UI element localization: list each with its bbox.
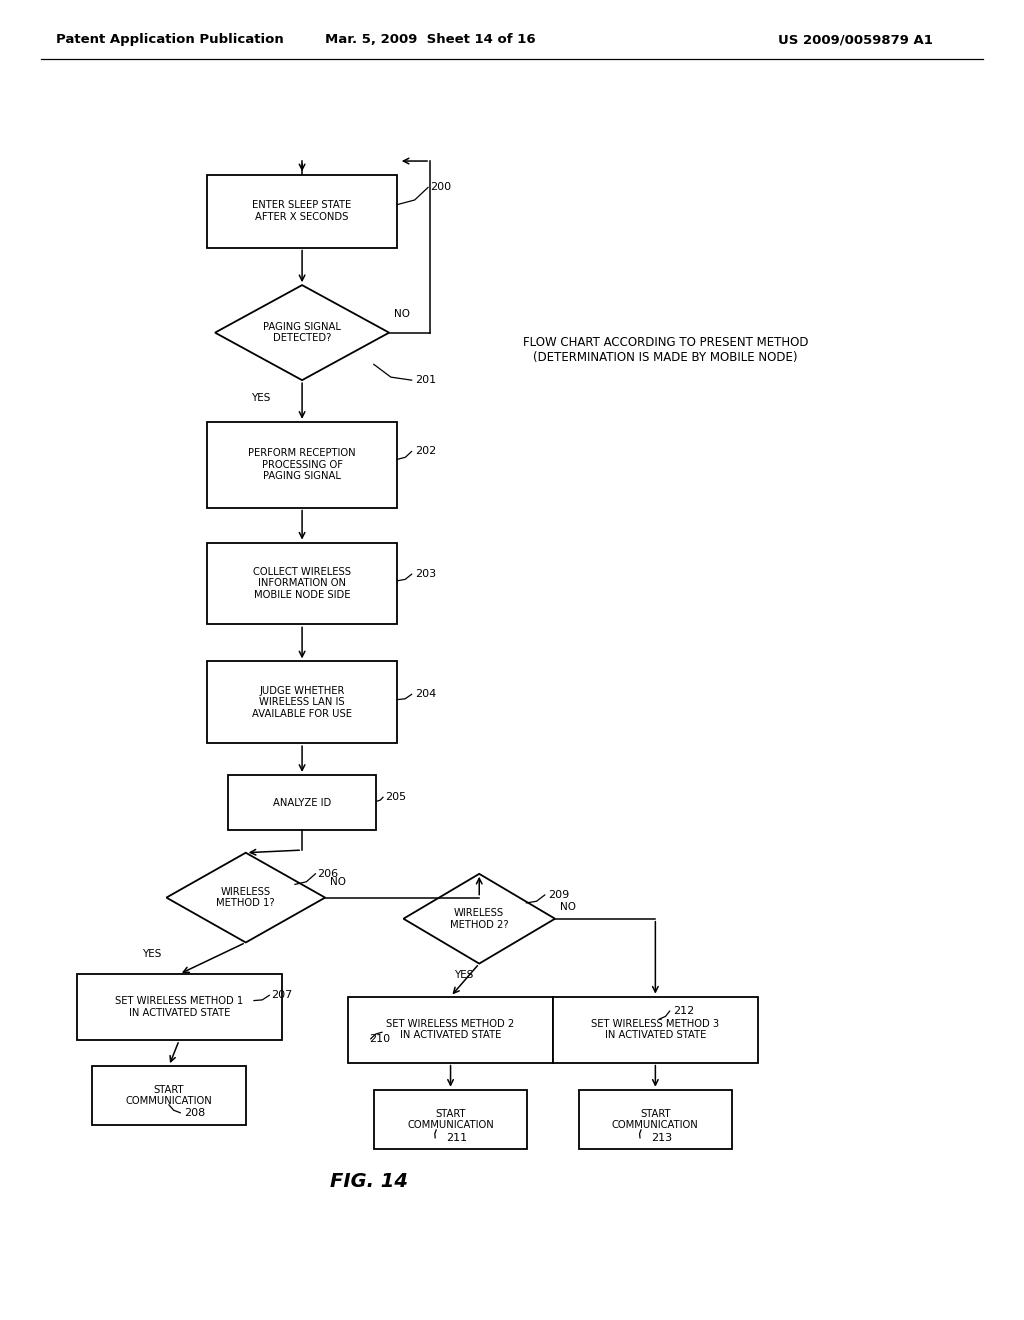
Text: SET WIRELESS METHOD 3
IN ACTIVATED STATE: SET WIRELESS METHOD 3 IN ACTIVATED STATE <box>591 1019 720 1040</box>
Polygon shape <box>403 874 555 964</box>
Bar <box>207 421 396 507</box>
Text: 212: 212 <box>673 1006 694 1016</box>
Text: FLOW CHART ACCORDING TO PRESENT METHOD
(DETERMINATION IS MADE BY MOBILE NODE): FLOW CHART ACCORDING TO PRESENT METHOD (… <box>523 335 808 364</box>
Text: JUDGE WHETHER
WIRELESS LAN IS
AVAILABLE FOR USE: JUDGE WHETHER WIRELESS LAN IS AVAILABLE … <box>252 685 352 719</box>
Text: START
COMMUNICATION: START COMMUNICATION <box>408 1109 494 1130</box>
Text: YES: YES <box>142 949 161 960</box>
Text: COLLECT WIRELESS
INFORMATION ON
MOBILE NODE SIDE: COLLECT WIRELESS INFORMATION ON MOBILE N… <box>253 566 351 601</box>
Text: US 2009/0059879 A1: US 2009/0059879 A1 <box>778 33 933 46</box>
Text: WIRELESS
METHOD 1?: WIRELESS METHOD 1? <box>216 887 275 908</box>
Text: WIRELESS
METHOD 2?: WIRELESS METHOD 2? <box>450 908 509 929</box>
Text: Patent Application Publication: Patent Application Publication <box>56 33 284 46</box>
Text: FIG. 14: FIG. 14 <box>330 1172 408 1191</box>
Text: 200: 200 <box>430 182 452 193</box>
Bar <box>579 1090 732 1148</box>
Text: NO: NO <box>560 902 577 912</box>
Text: YES: YES <box>455 970 473 981</box>
Bar <box>207 661 396 743</box>
Bar <box>207 174 396 248</box>
Text: START
COMMUNICATION: START COMMUNICATION <box>126 1085 212 1106</box>
Bar <box>207 543 396 624</box>
Text: 204: 204 <box>415 689 436 700</box>
Text: 206: 206 <box>317 869 339 879</box>
Polygon shape <box>166 853 326 942</box>
Bar <box>553 997 758 1063</box>
Bar <box>77 974 282 1040</box>
Text: ANALYZE ID: ANALYZE ID <box>273 797 331 808</box>
Text: SET WIRELESS METHOD 2
IN ACTIVATED STATE: SET WIRELESS METHOD 2 IN ACTIVATED STATE <box>386 1019 515 1040</box>
Text: 207: 207 <box>271 990 293 1001</box>
Text: 211: 211 <box>446 1133 468 1143</box>
Text: 208: 208 <box>184 1107 206 1118</box>
Bar <box>348 997 553 1063</box>
Text: YES: YES <box>252 393 270 404</box>
Polygon shape <box>215 285 389 380</box>
Text: 202: 202 <box>415 446 436 457</box>
Text: START
COMMUNICATION: START COMMUNICATION <box>612 1109 698 1130</box>
Text: SET WIRELESS METHOD 1
IN ACTIVATED STATE: SET WIRELESS METHOD 1 IN ACTIVATED STATE <box>115 997 244 1018</box>
Text: ENTER SLEEP STATE
AFTER X SECONDS: ENTER SLEEP STATE AFTER X SECONDS <box>253 201 351 222</box>
Text: NO: NO <box>330 876 346 887</box>
Text: 213: 213 <box>651 1133 673 1143</box>
Text: NO: NO <box>394 309 411 319</box>
Text: PERFORM RECEPTION
PROCESSING OF
PAGING SIGNAL: PERFORM RECEPTION PROCESSING OF PAGING S… <box>248 447 356 482</box>
Text: Mar. 5, 2009  Sheet 14 of 16: Mar. 5, 2009 Sheet 14 of 16 <box>325 33 536 46</box>
Text: 209: 209 <box>548 890 569 900</box>
Bar <box>92 1067 246 1125</box>
Text: PAGING SIGNAL
DETECTED?: PAGING SIGNAL DETECTED? <box>263 322 341 343</box>
Bar <box>374 1090 527 1148</box>
Text: 201: 201 <box>415 375 436 385</box>
Bar <box>227 775 376 830</box>
Text: 205: 205 <box>385 792 407 803</box>
Text: 203: 203 <box>415 569 436 579</box>
Text: 210: 210 <box>369 1034 390 1044</box>
